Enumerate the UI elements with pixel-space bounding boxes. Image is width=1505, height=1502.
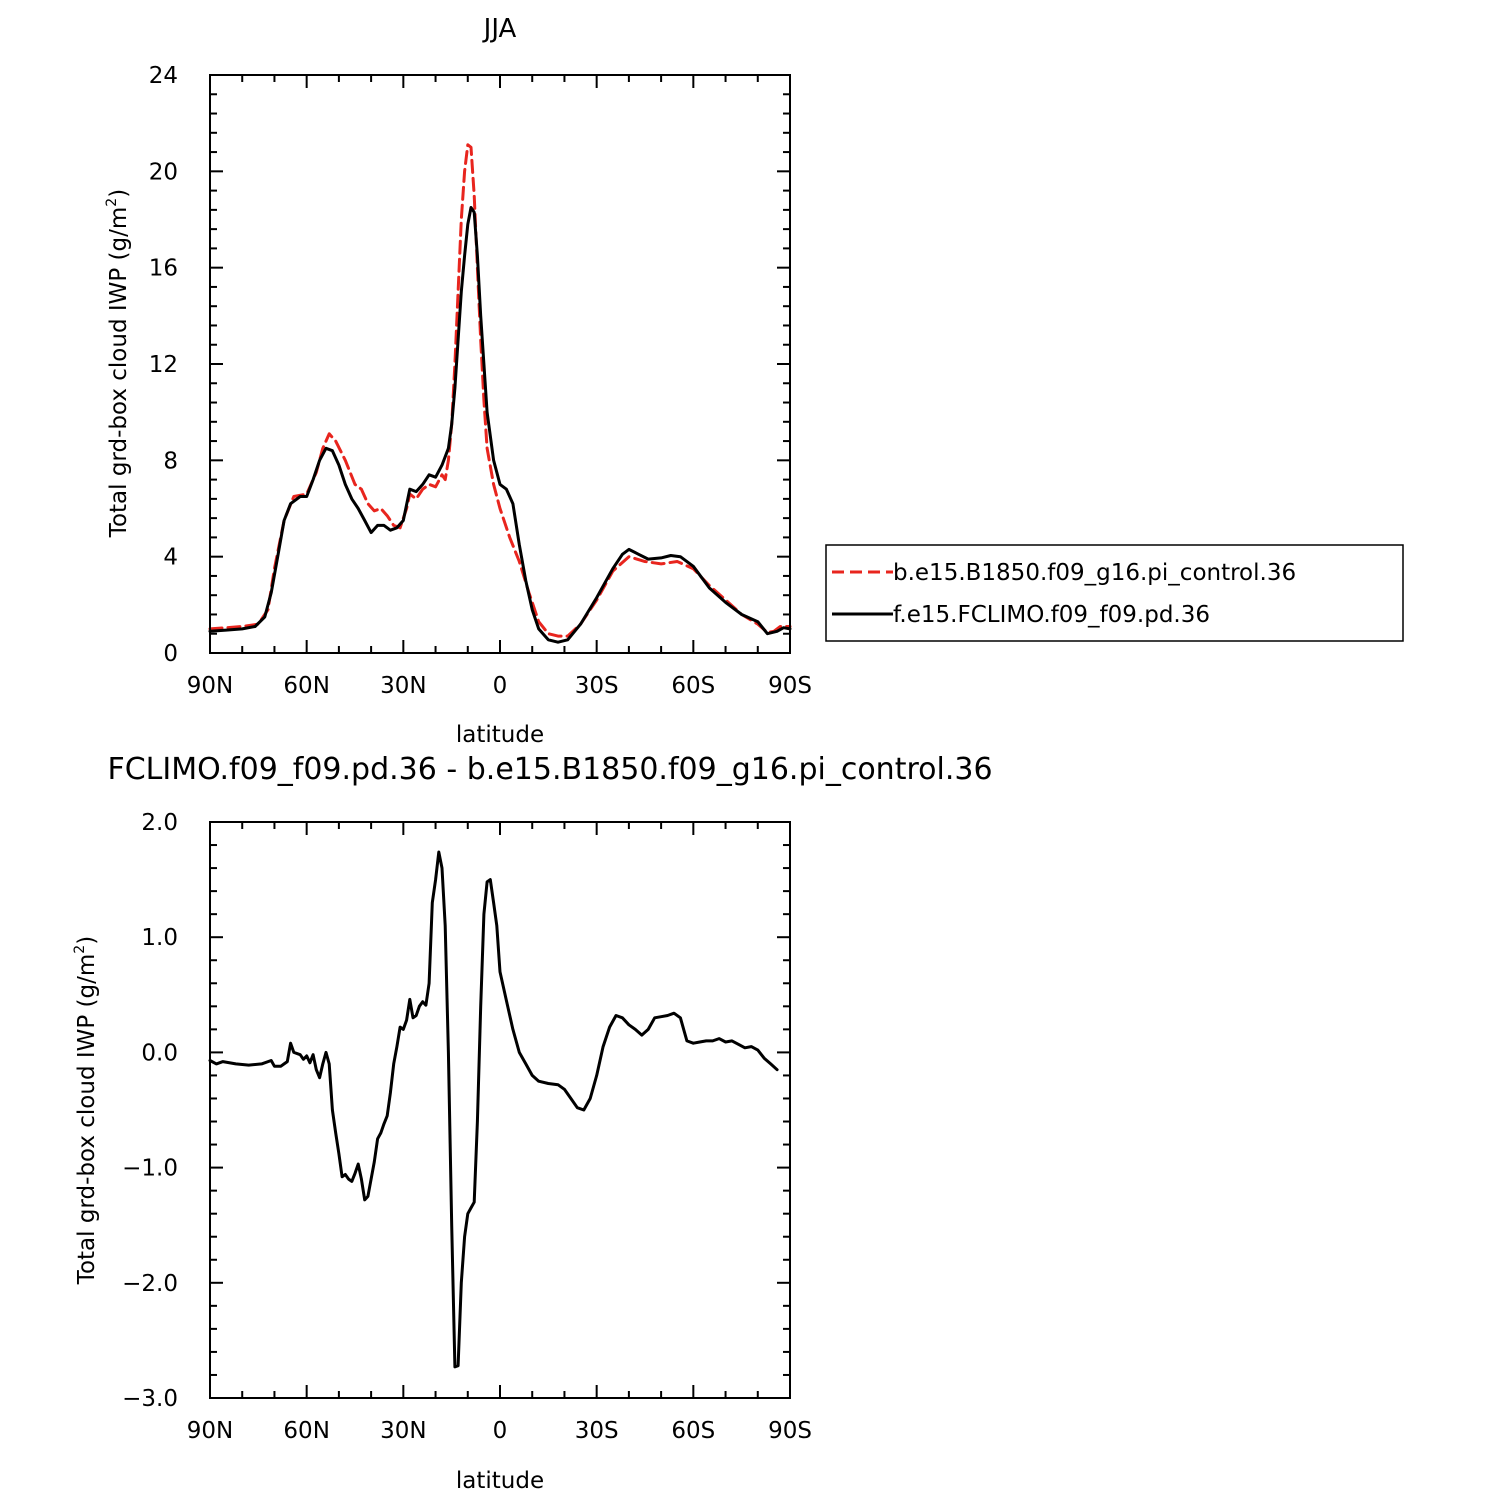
legend-entry-b-e15-b1850: b.e15.B1850.f09_g16.pi_control.36: [893, 560, 1296, 586]
bottom-y-tick-label: −2.0: [122, 1271, 178, 1297]
top-x-tick-label: 90N: [187, 673, 233, 699]
top-y-tick-label: 24: [149, 63, 178, 89]
top-x-tick-label: 60S: [671, 673, 715, 699]
top-y-tick-label: 20: [149, 159, 178, 185]
bottom-y-tick-label: −3.0: [122, 1386, 178, 1412]
bottom-x-tick-label: 0: [493, 1418, 508, 1444]
bottom-y-tick-label: 2.0: [141, 810, 178, 836]
top-axes: 90N 60N 30N 0 30S 60S 90S 0 4 8 12 16 20 24: [149, 63, 812, 699]
top-panel: JJA 90N 60N 30N 0 30S 60S 90S 0 4 8 12 16 20 24 latit…: [104, 14, 812, 748]
top-y-tick-label: 16: [149, 256, 178, 282]
top-series-line-1: [208, 206, 792, 644]
bottom-panel: FCLIMO.f09_f09.pd.36 - b.e15.B1850.f09_g…: [72, 752, 993, 1494]
top-series-line-0: [208, 143, 792, 638]
bottom-x-tick-label: 30N: [380, 1418, 426, 1444]
top-y-tick-label: 12: [149, 352, 178, 378]
top-x-tick-label: 60N: [283, 673, 329, 699]
top-x-tick-label: 30S: [575, 673, 619, 699]
legend: b.e15.B1850.f09_g16.pi_control.36 f.e15.…: [825, 544, 1404, 642]
top-y-tick-label: 0: [163, 641, 178, 667]
bottom-y-tick-label: 1.0: [141, 925, 178, 951]
bottom-x-tick-label: 60S: [671, 1418, 715, 1444]
bottom-y-axis-label: Total grd-box cloud IWP (g/m2): [72, 936, 100, 1285]
bottom-x-tick-label: 60N: [283, 1418, 329, 1444]
bottom-x-tick-label: 90S: [768, 1418, 812, 1444]
top-plot-area: [208, 143, 792, 644]
top-x-tick-label: 90S: [768, 673, 812, 699]
top-y-axis-label: Total grd-box cloud IWP (g/m2): [104, 189, 132, 538]
bottom-panel-title: FCLIMO.f09_f09.pd.36 - b.e15.B1850.f09_g…: [107, 752, 992, 787]
top-x-tick-label: 0: [493, 673, 508, 699]
bottom-axes: 90N 60N 30N 0 30S 60S 90S −3.0 −2.0 −1.0 0.0 1.0 2.0: [122, 810, 812, 1444]
bottom-x-axis-label: latitude: [456, 1468, 544, 1494]
bottom-x-tick-label: 90N: [187, 1418, 233, 1444]
bottom-y-tick-label: 0.0: [141, 1040, 178, 1066]
top-x-axis-label: latitude: [456, 722, 544, 748]
top-y-tick-label: 8: [163, 448, 178, 474]
bottom-plot-frame: [209, 821, 791, 1399]
top-panel-title: JJA: [482, 14, 517, 44]
legend-entry-f-e15-fclimo: f.e15.FCLIMO.f09_f09.pd.36: [893, 602, 1210, 628]
bottom-series-line-0: [208, 850, 779, 1369]
top-plot-frame: [209, 74, 791, 654]
legend-box: [825, 544, 1404, 642]
top-x-tick-label: 30N: [380, 673, 426, 699]
bottom-y-tick-label: −1.0: [122, 1156, 178, 1182]
bottom-x-tick-label: 30S: [575, 1418, 619, 1444]
bottom-plot-area: [208, 850, 779, 1369]
top-y-tick-label: 4: [163, 545, 178, 571]
